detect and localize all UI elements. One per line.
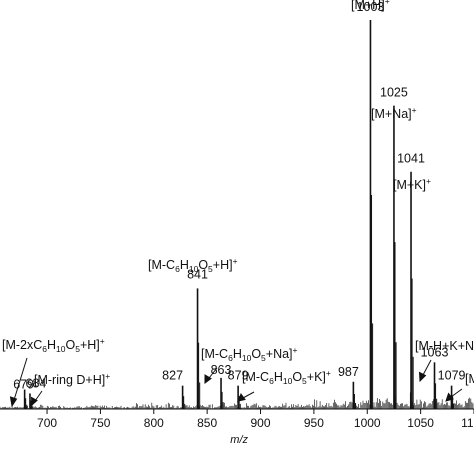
peak-label-1025: 1025 (380, 86, 408, 100)
arrow-to-1063 (418, 359, 432, 383)
annotation-arrows (9, 357, 463, 408)
annotation-m-ring-d: [M-ring D+H]+ (34, 371, 110, 387)
annotation-m-na: [M+Na]+ (371, 105, 417, 121)
peak-label-679: 679 (13, 378, 34, 392)
peak-label-684: 684 (26, 376, 47, 390)
peak-lines (23, 20, 455, 409)
annotation-m-h: [M+H]+ (351, 0, 390, 12)
x-tick-label-950: 950 (304, 416, 324, 430)
x-tick-label-700: 700 (37, 416, 57, 430)
peak-label-879: 879 (228, 369, 249, 383)
noise-trace (0, 392, 474, 409)
x-tick-label-850: 850 (197, 416, 217, 430)
peak-label-1003: 1003 (357, 0, 385, 14)
annotation-m-truncated: [M (465, 372, 474, 386)
annotation-m-2x-hexose: [M-2xC6H10O5+H]+ (2, 336, 105, 354)
peak-label-987: 987 (338, 365, 359, 379)
arrow-to-879 (237, 391, 255, 402)
peak-label-863: 863 (211, 363, 232, 377)
annotation-m-hexose-na: [M-C6H10O5+Na]+ (201, 345, 298, 363)
x-tick-label-1050: 1050 (407, 416, 434, 430)
peak-label-827: 827 (162, 369, 183, 383)
arrow-to-863 (204, 367, 218, 384)
peak-label-1079: 1079 (438, 369, 466, 383)
x-tick-label-800: 800 (144, 416, 164, 430)
arrow-to-1079 (445, 388, 463, 402)
arrow-to-679 (9, 357, 28, 408)
x-axis-ticks: 700 750 800 850 900 950 1000 1050 1100 (37, 409, 474, 430)
x-tick-label-900: 900 (251, 416, 271, 430)
annotation-m-hexose-k: [M-C6H10O5+K]+ (242, 368, 331, 386)
annotation-m-h-k-na: [M-H+K+Na (415, 339, 474, 353)
annotations: [M-2xC6H10O5+H]+ [M-ring D+H]+ [M-C6H10O… (2, 0, 474, 387)
x-axis-title: m/z (230, 434, 248, 446)
x-tick-label-750: 750 (90, 416, 110, 430)
arrow-to-684 (30, 390, 43, 407)
annotation-m-hexose-h: [M-C6H10O5+H]+ (148, 256, 238, 274)
peak-label-1041: 1041 (397, 152, 425, 166)
peak-label-1063: 1063 (421, 345, 449, 359)
peak-label-841: 841 (187, 267, 208, 281)
baseline-noise (0, 392, 474, 409)
x-tick-label-1000: 1000 (354, 416, 381, 430)
annotation-m-k: [M+K]+ (393, 176, 431, 192)
x-tick-label-1100: 1100 (461, 416, 474, 430)
